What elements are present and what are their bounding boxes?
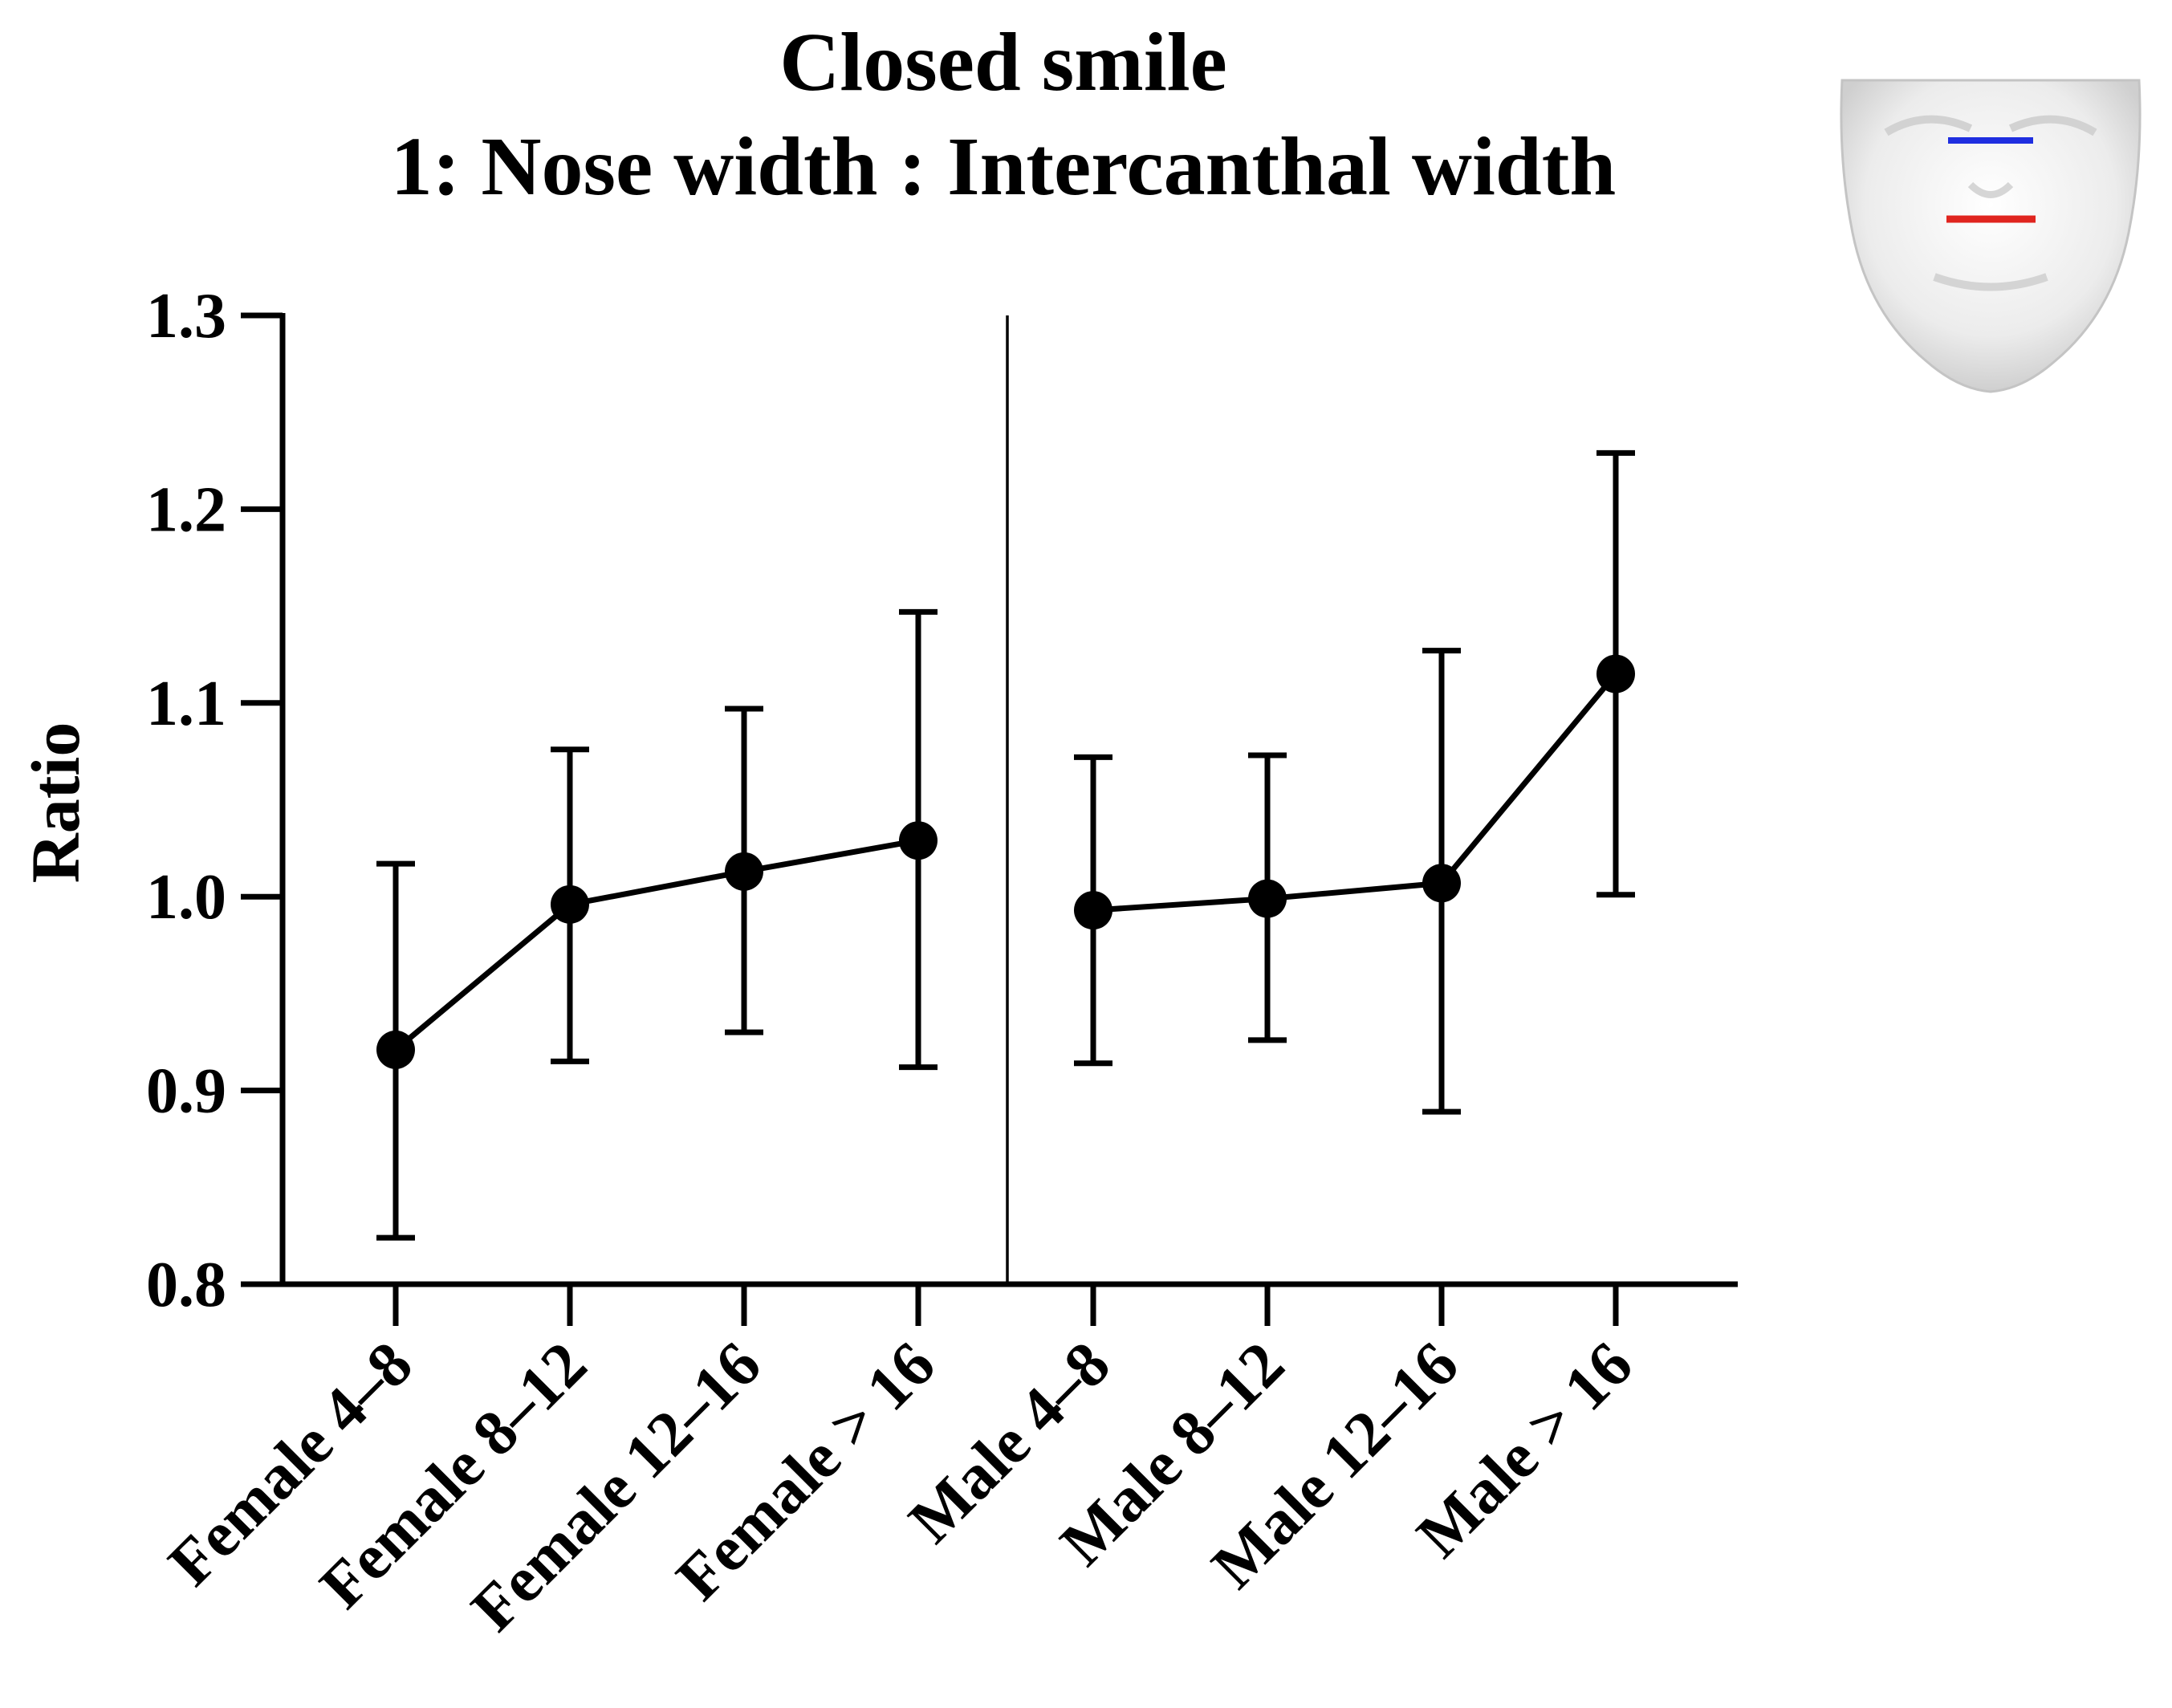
series-lines xyxy=(393,672,1618,1052)
y-axis-label: Ratio xyxy=(17,722,94,884)
data-point xyxy=(1596,654,1635,693)
face-inset xyxy=(1840,79,2141,393)
y-tick-label: 0.9 xyxy=(146,1056,226,1127)
y-tick-label: 1.0 xyxy=(146,862,226,933)
y-tick-label: 1.1 xyxy=(146,669,226,739)
data-point xyxy=(376,1030,415,1069)
series-line-male xyxy=(1092,672,1618,913)
data-point xyxy=(725,852,763,891)
y-tick-label: 1.3 xyxy=(146,281,226,352)
y-ticks: 0.8 0.9 1.0 1.1 1.2 1.3 xyxy=(146,281,283,1320)
data-point xyxy=(551,885,589,924)
series-line-female xyxy=(393,837,919,1052)
data-point xyxy=(899,821,938,860)
chart-subtitle: 1: Nose width : Intercanthal width xyxy=(391,120,1616,213)
y-tick-label: 1.2 xyxy=(146,474,226,545)
data-point xyxy=(1422,864,1461,903)
face-nose-shadow xyxy=(1967,181,2014,198)
data-point xyxy=(1074,891,1112,930)
face-brow-shadow xyxy=(1884,115,1973,136)
chart-title: Closed smile xyxy=(779,16,1227,108)
face-shape xyxy=(1840,79,2141,393)
error-bars xyxy=(376,449,1635,1241)
data-points xyxy=(376,654,1635,1069)
data-point xyxy=(1248,879,1287,918)
face-mouth-shadow xyxy=(1933,273,2048,291)
y-tick-label: 0.8 xyxy=(146,1250,226,1320)
face-brow-shadow-right xyxy=(2008,115,2097,136)
